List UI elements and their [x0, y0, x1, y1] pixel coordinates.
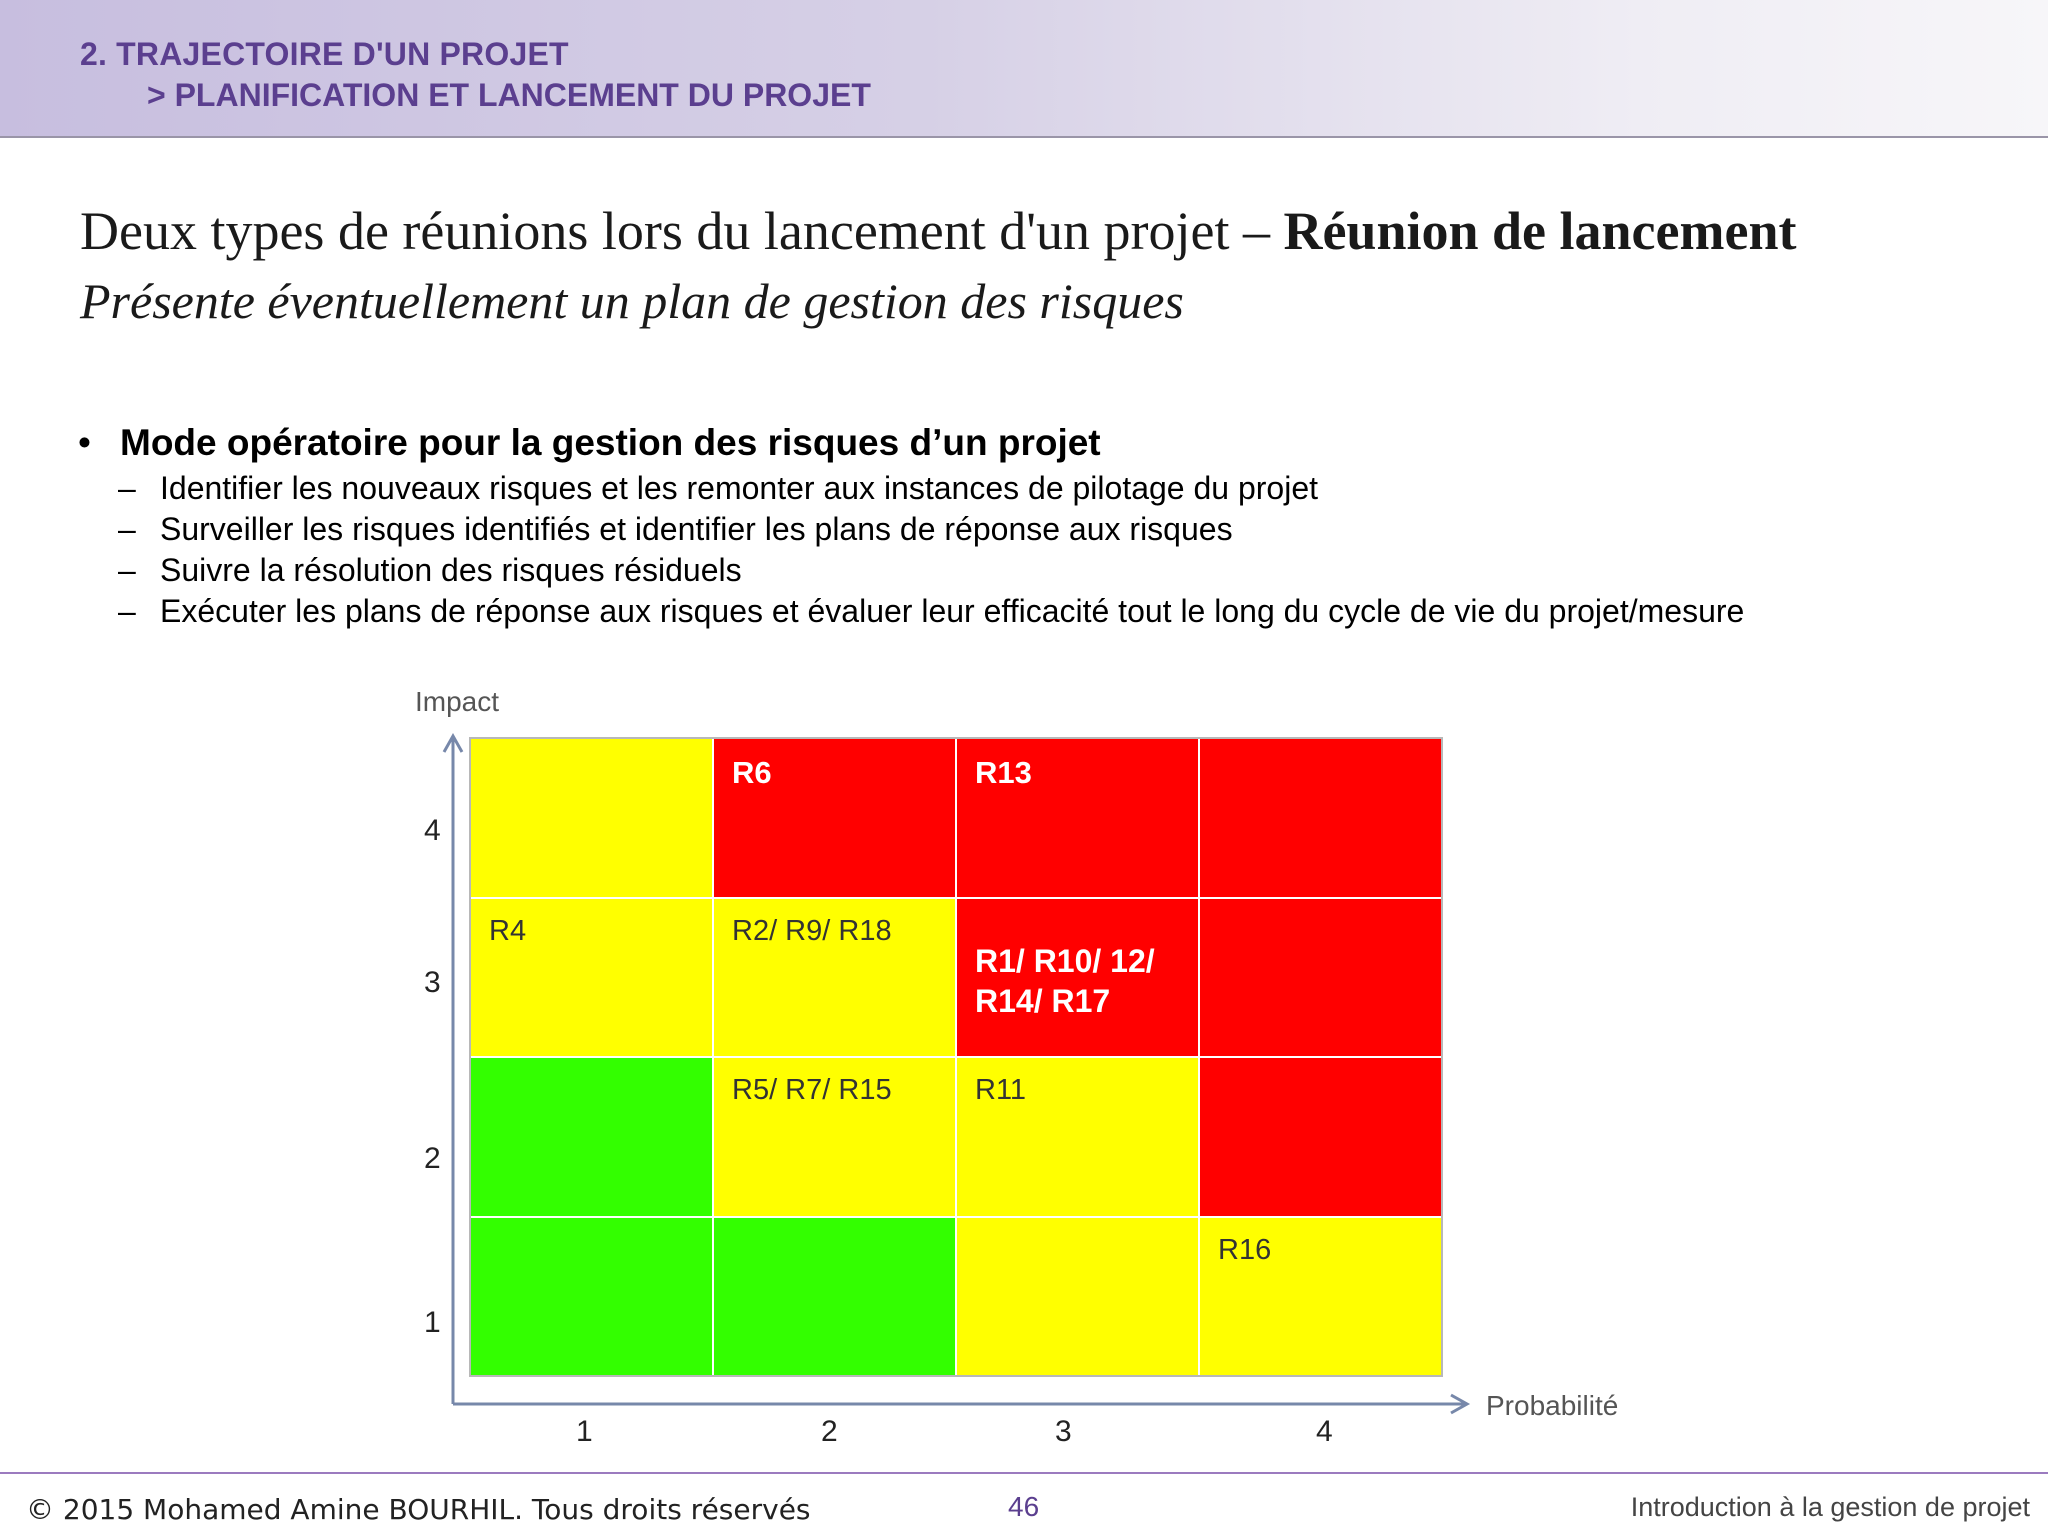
matrix-cell-impact4-prob1 — [471, 739, 712, 897]
risk-grid: R6 R13 R4 R2/ R9/ R18 R1/ R10/ 12/ R14/ R17 R… — [469, 737, 1443, 1377]
sub-bullet-text: Surveiller les risques identifiés et ide… — [160, 511, 1233, 547]
sub-bullet-1: – Identifier les nouveaux risques et les … — [118, 470, 1318, 507]
risk-label: R16 — [1218, 1233, 1272, 1266]
matrix-cell-impact1-prob4: R16 — [1200, 1217, 1441, 1375]
sub-bullet-dash: – — [118, 470, 136, 506]
y-axis-label: Impact — [415, 686, 500, 717]
sub-bullet-4: – Exécuter les plans de réponse aux risqu… — [118, 593, 1744, 630]
matrix-cell-impact2-prob2: R5/ R7/ R15 — [714, 1058, 955, 1216]
section-subtitle: > PLANIFICATION ET LANCEMENT DU PROJET — [147, 77, 871, 113]
section-title: 2. TRAJECTOIRE D'UN PROJET — [80, 36, 569, 72]
sub-bullet-3: – Suivre la résolution des risques résidu… — [118, 552, 742, 589]
risk-label: R5/ R7/ R15 — [732, 1074, 892, 1106]
matrix-cell-impact1-prob2 — [714, 1217, 955, 1375]
page-number: 46 — [1008, 1491, 1040, 1522]
x-axis-arrow-icon — [1450, 1393, 1471, 1415]
footer-course-title: Introduction à la gestion de projet — [1630, 1492, 2030, 1522]
matrix-cell-impact2-prob4 — [1200, 1058, 1441, 1216]
bullet-main-text: Mode opératoire pour la gestion des risq… — [120, 422, 1101, 463]
risk-label: R13 — [975, 755, 1032, 790]
x-tick: 1 — [576, 1415, 593, 1448]
matrix-cell-impact3-prob1: R4 — [471, 898, 712, 1056]
sub-bullet-text: Exécuter les plans de réponse aux risque… — [160, 593, 1745, 629]
sub-bullet-text: Suivre la résolution des risques résidue… — [160, 552, 742, 588]
slide-title: Deux types de réunions lors du lancement… — [80, 200, 1796, 262]
matrix-cell-impact4-prob3: R13 — [957, 739, 1198, 897]
bullet-main: • Mode opératoire pour la gestion des ris… — [78, 422, 1101, 464]
y-tick: 4 — [424, 814, 441, 847]
sub-bullet-2: – Surveiller les risques identifiés et id… — [118, 511, 1233, 548]
sub-bullet-dash: – — [118, 593, 136, 629]
matrix-cell-impact4-prob2: R6 — [714, 739, 955, 897]
matrix-cell-impact2-prob1 — [471, 1058, 712, 1216]
footer-divider — [0, 1472, 2048, 1474]
sub-bullet-dash: – — [118, 511, 136, 547]
slide-title-normal: Deux types de réunions lors du lancement… — [80, 201, 1284, 261]
x-tick: 4 — [1316, 1415, 1333, 1448]
matrix-cell-impact3-prob4 — [1200, 898, 1441, 1056]
y-tick: 2 — [424, 1142, 441, 1175]
y-axis-arrow-icon — [442, 732, 464, 753]
x-tick: 2 — [821, 1415, 838, 1448]
slide-title-bold: Réunion de lancement — [1283, 201, 1797, 261]
x-axis-label: Probabilité — [1486, 1390, 1619, 1421]
risk-label: R2/ R9/ R18 — [732, 914, 892, 947]
y-tick: 3 — [424, 966, 441, 999]
risk-label: R11 — [975, 1074, 1027, 1106]
sub-bullet-dash: – — [118, 552, 136, 588]
matrix-cell-impact1-prob1 — [471, 1217, 712, 1375]
matrix-cell-impact3-prob3: R1/ R10/ 12/ R14/ R17 — [957, 898, 1198, 1056]
matrix-cell-impact4-prob4 — [1200, 739, 1441, 897]
risk-label: R4 — [489, 914, 527, 947]
matrix-cell-impact1-prob3 — [957, 1217, 1198, 1375]
x-tick: 3 — [1055, 1415, 1072, 1448]
matrix-cell-impact3-prob2: R2/ R9/ R18 — [714, 898, 955, 1056]
matrix-cell-impact2-prob3: R11 — [957, 1058, 1198, 1216]
risk-label: R1/ R10/ 12/ R14/ R17 — [975, 942, 1155, 1020]
bullet-dot: • — [78, 422, 91, 463]
slide-header: 2. TRAJECTOIRE D'UN PROJET > PLANIFICATI… — [0, 0, 2048, 138]
slide-subtitle: Présente éventuellement un plan de gesti… — [80, 273, 1184, 329]
y-tick: 1 — [424, 1306, 441, 1339]
footer-copyright: © 2015 Mohamed Amine BOURHIL. Tous droit… — [26, 1493, 811, 1526]
risk-label: R6 — [732, 755, 772, 790]
sub-bullet-text: Identifier les nouveaux risques et les r… — [160, 470, 1319, 506]
